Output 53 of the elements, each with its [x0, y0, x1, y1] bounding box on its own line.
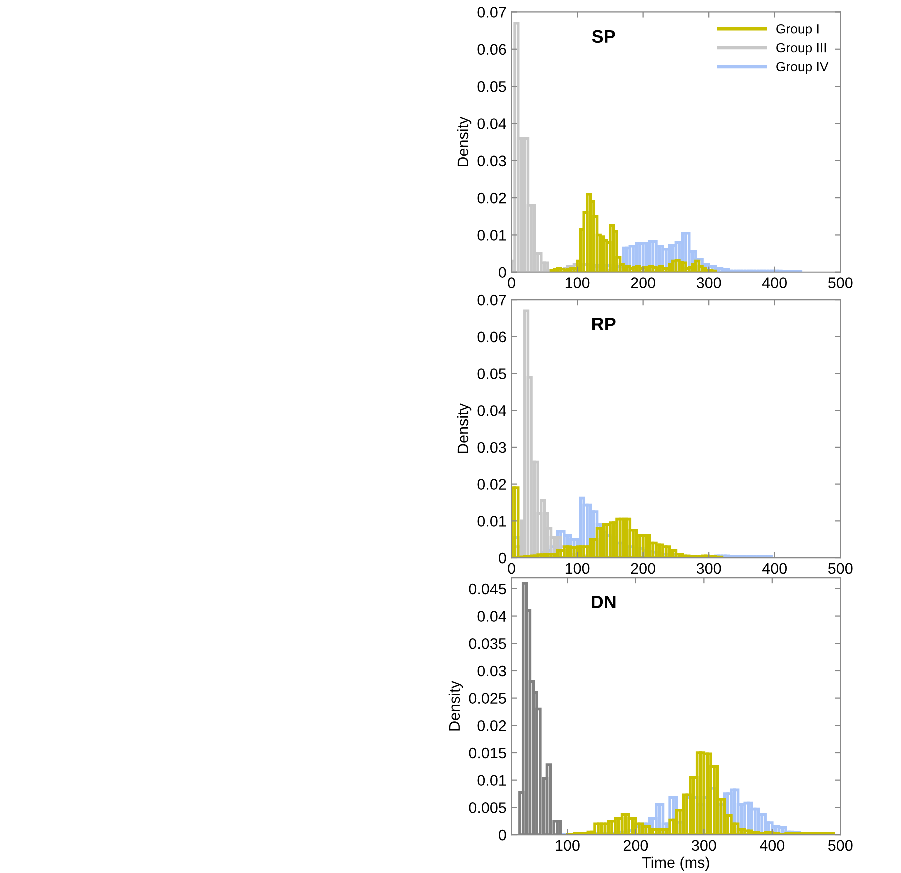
y-tick-label: 0.05: [478, 368, 506, 380]
y-tick-label: 0.07: [478, 7, 506, 18]
x-tick-label: 100: [566, 563, 590, 574]
y-tick-label: 0.01: [478, 516, 506, 527]
y-tick-label: 0.02: [478, 192, 506, 204]
x-axis-title: Time (ms): [642, 856, 710, 872]
x-tick-label: 300: [692, 840, 716, 852]
y-tick-label: 0.05: [478, 81, 506, 92]
x-tick-label: 400: [760, 840, 785, 852]
x-tick-label: 100: [556, 840, 580, 852]
legend-label: Group III: [776, 43, 826, 56]
x-tick-label: 200: [631, 563, 656, 574]
y-tick-label: 0.01: [478, 230, 506, 241]
x-tick-label: 0: [508, 278, 516, 288]
x-tick-label: 200: [624, 840, 648, 852]
y-tick-label: 0.035: [469, 638, 506, 650]
text: RP: [592, 318, 616, 331]
text: DN: [592, 596, 616, 608]
y-axis-title: Density: [457, 116, 472, 167]
y-tick-label: 0.02: [478, 720, 506, 732]
x-tick-label: 400: [762, 278, 788, 288]
y-tick-label: 0.03: [478, 442, 506, 454]
x-tick-label: 0: [508, 563, 516, 574]
x-tick-label: 300: [696, 563, 722, 574]
x-tick-label: 100: [566, 278, 590, 288]
x-tick-label: 300: [696, 278, 722, 288]
x-tick-label: 400: [762, 563, 788, 574]
y-tick-label: 0.04: [478, 118, 506, 130]
y-tick-label: 0.01: [478, 775, 506, 786]
y-tick-label: 0.04: [478, 405, 506, 416]
y-tick-label: 0.06: [478, 332, 506, 343]
legend-label: Group IV: [776, 62, 829, 74]
y-tick-label: 0.03: [478, 156, 506, 167]
y-tick-label: 0.03: [478, 666, 506, 677]
y-tick-label: 0: [499, 267, 506, 278]
y-tick-label: 0.02: [478, 479, 506, 490]
x-tick-label: 500: [828, 563, 853, 574]
y-tick-label: 0.07: [478, 294, 506, 306]
y-tick-label: 0: [499, 830, 506, 841]
y-axis-title: Density: [457, 404, 472, 454]
legend-label: Group I: [776, 24, 819, 36]
y-tick-label: 0.04: [478, 611, 506, 622]
x-tick-label: 500: [828, 278, 853, 288]
y-tick-label: 0.015: [469, 748, 506, 759]
text: SP: [592, 30, 616, 44]
y-tick-label: 0: [499, 552, 506, 564]
y-tick-label: 0.06: [478, 44, 506, 56]
y-tick-label: 0.045: [469, 584, 506, 595]
y-tick-label: 0.005: [469, 802, 506, 814]
x-tick-label: 200: [631, 278, 656, 288]
y-tick-label: 0.025: [469, 693, 506, 704]
x-tick-label: 500: [828, 840, 853, 852]
y-axis-title: Density: [448, 681, 464, 731]
